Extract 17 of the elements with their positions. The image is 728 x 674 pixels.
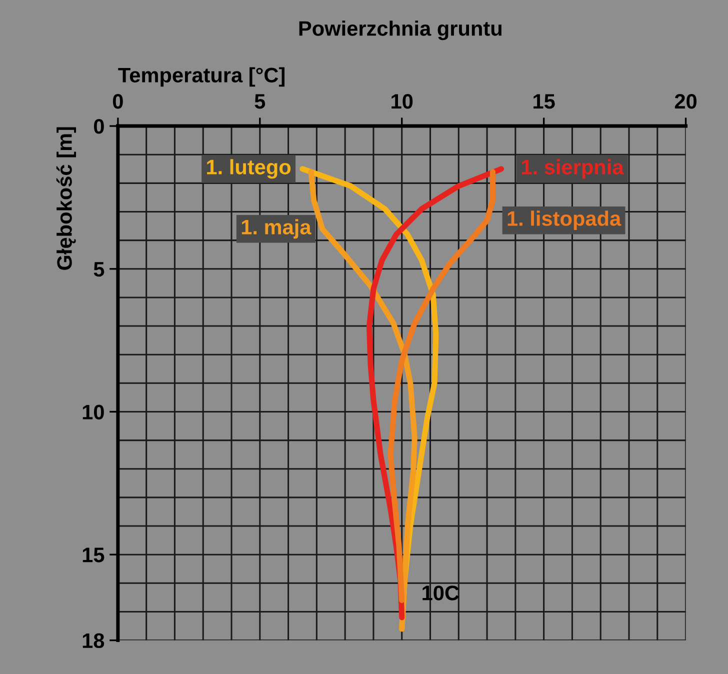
y-tick-label: 18: [82, 633, 104, 648]
y-tick-label: 5: [94, 262, 104, 277]
chart-title: Powierzchnia gruntu: [299, 20, 502, 40]
series-label: 1. maja: [242, 219, 312, 239]
series-label: 1. listopada: [508, 210, 622, 230]
x-tick-label: 0: [112, 94, 123, 109]
series-label: 1. sierpnia: [522, 159, 624, 179]
y-axis-title: Głębokość [m]: [56, 127, 76, 270]
x-tick-label: 10: [392, 94, 413, 109]
y-tick-label: 10: [82, 404, 104, 420]
x-tick-label: 15: [534, 94, 555, 109]
x-tick-label: 20: [674, 94, 697, 109]
series-label: 1. lutego: [207, 159, 291, 179]
x-axis-title: Temperatura [°C]: [118, 67, 284, 87]
y-tick-label: 0: [94, 119, 104, 134]
x-tick-label: 5: [254, 94, 266, 109]
y-tick-label: 15: [82, 548, 104, 562]
